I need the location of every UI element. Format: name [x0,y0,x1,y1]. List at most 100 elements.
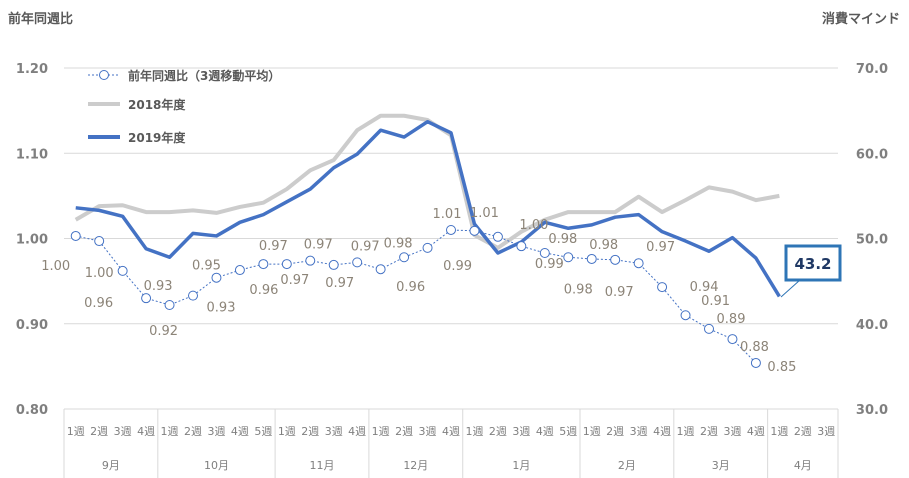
ratio-marker [516,241,527,252]
week-tick-label: 4週 [137,425,155,438]
ratio-data-label: 0.98 [589,238,618,253]
ratio-marker [352,257,363,268]
week-tick-label: 3週 [207,425,225,438]
right-tick-label: 50.0 [856,233,888,248]
ratio-marker [586,253,597,264]
week-tick-label: 4週 [536,425,554,438]
ratio-marker [422,242,433,253]
ratio-data-label: 1.00 [85,266,114,281]
ratio-data-label: 0.97 [646,240,675,255]
month-label: 12月 [403,459,428,472]
ratio-data-label: 0.96 [84,296,113,311]
ratio-data-label: 0.93 [207,301,236,316]
ratio-data-label: 0.94 [690,280,719,295]
ratio-data-label: 0.96 [249,283,278,298]
ratio-marker [727,334,738,345]
week-tick-label: 2週 [90,425,108,438]
ratio-data-label: 0.89 [717,312,746,327]
month-label: 4月 [794,459,812,472]
ratio-marker [399,252,410,263]
ratio-marker [234,265,245,276]
ratio-marker [94,236,105,247]
week-tick-label: 4週 [653,425,671,438]
week-tick-label: 3週 [723,425,741,438]
ratio-data-label: 0.92 [149,324,178,339]
week-tick-label: 3週 [817,425,835,438]
callout-leader [780,279,801,298]
week-tick-label: 2週 [395,425,413,438]
ratio-data-label: 1.00 [519,218,548,233]
ratio-marker [539,247,550,258]
callout: 43.2 [780,244,842,298]
ratio-marker [492,231,503,242]
month-label: 10月 [204,459,229,472]
ratio-data-label: 0.85 [767,360,796,375]
week-tick-label: 5週 [559,425,577,438]
week-tick-label: 1週 [278,425,296,438]
ratio-data-label: 1.00 [41,259,70,274]
left-tick-label: 0.80 [16,403,48,418]
ratio-data-label: 0.96 [396,280,425,295]
week-tick-label: 2週 [700,425,718,438]
week-tick-label: 4週 [231,425,249,438]
ratio-data-label: 0.97 [325,276,354,291]
ratio-marker [704,323,714,334]
left-axis-title: 前年同週比 [8,11,73,27]
week-tick-label: 3週 [512,425,530,438]
week-tick-label: 3週 [114,425,132,438]
ratio-data-label: 0.98 [564,282,593,297]
week-tick-label: 1週 [465,425,483,438]
right-tick-label: 70.0 [856,62,888,77]
legend-label-ratio: 前年同週比（3週移動平均） [128,68,280,83]
legend-label-2018: 2018年度 [128,97,186,112]
week-tick-label: 3週 [325,425,343,438]
month-label: 9月 [102,459,120,472]
ratio-data-label: 0.88 [740,340,769,355]
month-label: 1月 [512,459,530,472]
week-tick-label: 2週 [794,425,812,438]
ratio-data-label: 0.93 [144,279,173,294]
ratio-marker [375,264,386,275]
ratio-marker [328,259,339,270]
ratio-marker [680,310,691,321]
left-tick-label: 1.00 [16,233,48,248]
month-label: 3月 [712,459,730,472]
ratio-data-label: 0.97 [259,239,288,254]
ratio-data-label: 0.97 [280,273,309,288]
right-axis-title: 消費マインド [822,11,900,27]
ratio-marker [657,282,668,293]
ratio-marker [469,225,480,236]
right-tick-label: 30.0 [856,403,888,418]
ratio-data-label: 1.01 [433,207,462,222]
week-tick-label: 4週 [747,425,765,438]
week-tick-label: 1週 [161,425,179,438]
ratio-data-label: 1.01 [470,206,499,221]
week-tick-label: 2週 [301,425,319,438]
ratio-data-label: 0.97 [605,285,634,300]
month-label: 2月 [618,459,636,472]
week-tick-label: 2週 [606,425,624,438]
ratio-marker [141,293,152,304]
right-tick-label: 60.0 [856,147,888,162]
ratio-marker [610,254,621,265]
ratio-data-label: 0.99 [535,257,564,272]
left-tick-label: 1.10 [16,147,48,162]
legend-label-2019: 2019年度 [128,130,186,145]
week-tick-label: 1週 [372,425,390,438]
week-tick-label: 4週 [348,425,366,438]
ratio-data-label: 0.98 [384,236,413,251]
ratio-marker [305,255,316,266]
series-line-2019 [75,119,781,298]
legend-marker-ratio [99,70,109,80]
ratio-marker [258,259,269,270]
week-tick-label: 2週 [489,425,507,438]
week-tick-label: 3週 [630,425,648,438]
month-label: 11月 [310,459,335,472]
ratio-marker [117,265,128,276]
ratio-marker [188,290,198,301]
ratio-marker [211,272,222,283]
ratio-marker [164,299,175,310]
ratio-data-label: 0.97 [351,239,380,254]
ratio-data-label: 0.95 [192,259,221,274]
